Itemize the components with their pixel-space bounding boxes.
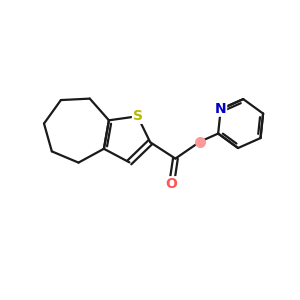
Text: S: S bbox=[133, 109, 142, 123]
Text: N: N bbox=[215, 102, 226, 116]
Text: O: O bbox=[166, 177, 178, 191]
